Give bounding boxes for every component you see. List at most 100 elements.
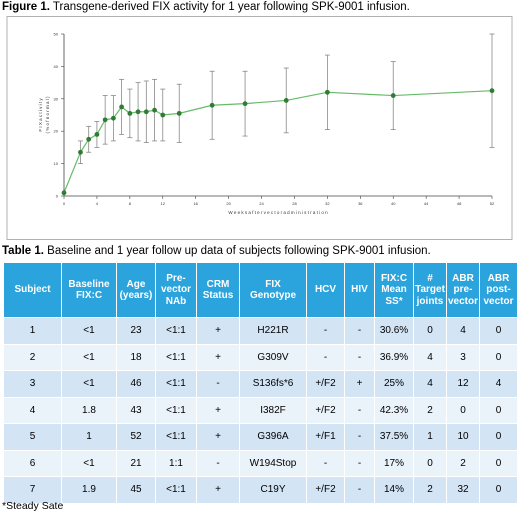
table-cell: - [306,449,345,477]
table-cell: - [344,317,375,345]
y-axis-label: F I X a c t i v i t y( % o f n o r m a l… [38,96,50,134]
data-point [489,88,495,94]
table-cell: S136fs*6 [239,370,307,398]
table-cell: +/F2 [306,370,345,398]
table-cell: 42.3% [374,396,414,424]
column-header: CRM Status [196,262,240,318]
data-point [110,115,116,121]
x-axis-label: W e e k s a f t e r v e c t o r a d m i … [228,210,328,215]
x-tick-label: 0 [63,201,66,206]
table-cell: W194Stop [239,449,307,477]
table-cell: 21 [116,449,156,477]
x-tick-label: 32 [325,201,330,206]
x-tick-label: 20 [226,201,231,206]
table-cell: 0 [446,396,480,424]
data-point [127,110,133,116]
table-cell: - [196,449,240,477]
data-point [324,89,330,95]
table-cell: 4 [446,317,480,345]
x-tick-label: 24 [259,201,264,206]
table-cell: 14% [374,476,414,504]
table-cell: 0 [479,423,518,451]
column-header: FIX Genotype [239,262,307,318]
table-header-row: Subject Baseline FIX:C Age (years) Pre-vect… [3,262,518,318]
y-tick-label: 30 [54,96,59,101]
data-point [102,117,108,123]
table-cell: + [196,343,240,371]
table-cell: 4 [413,370,447,398]
table-cell: 10 [446,423,480,451]
table-cell: 0 [479,476,518,504]
table-cell: 0 [479,317,518,345]
table-cell: 18 [116,343,156,371]
y-axis-label-line: F I X a c t i v i t y [38,98,43,132]
table-cell: + [196,396,240,424]
table-cell: 1 [61,423,117,451]
column-header: Subject [3,262,62,318]
table-cell: 2 [3,343,62,371]
table-cell: +/F2 [306,396,345,424]
table-cell: <1:1 [155,317,197,345]
table-cell: 52 [116,423,156,451]
table-cell: 0 [479,343,518,371]
table-cell: - [344,396,375,424]
column-header: Age (years) [116,262,156,318]
table-cell: - [344,343,375,371]
table-cell: <1:1 [155,476,197,504]
table-cell: <1 [61,317,117,345]
data-point [61,190,67,196]
table-cell: 0 [479,449,518,477]
table-cell: 36.9% [374,343,414,371]
x-tick-label: 36 [358,201,363,206]
column-header: FIX:C Mean SS* [374,262,414,318]
table-cell: 4 [3,396,62,424]
table-row: 7 1.9 45 <1:1 + C19Y +/F2-14% 2 32 0 [3,476,518,504]
table-cell: 3 [446,343,480,371]
x-tick-label: 16 [193,201,198,206]
table-cell: C19Y [239,476,307,504]
table-cell: <1:1 [155,396,197,424]
table-cell: G309V [239,343,307,371]
table-cell: + [196,423,240,451]
table-cell: <1 [61,370,117,398]
data-point [283,98,289,103]
x-tick-label: 40 [391,201,396,206]
table-cell: + [344,370,375,398]
column-header: # Target joints [413,262,447,318]
figure-label: Figure 1. [2,1,50,13]
table-cell: 45 [116,476,156,504]
data-point [119,104,125,110]
x-tick-label: 12 [161,201,166,206]
column-header: HCV [306,262,345,318]
x-tick-label: 48 [457,201,462,206]
data-point [86,136,92,142]
data-point [152,107,157,113]
table-cell: 2 [413,476,447,504]
table-cell: 0 [479,396,518,424]
table-cell: 1 [3,317,62,345]
data-point [143,109,149,115]
table-row: 4 1.8 43 <1:1 + I382F +/F2-42.3% 2 0 0 [3,396,518,424]
data-point [209,102,215,108]
table-cell: <1:1 [155,343,197,371]
table-cell: + [196,476,240,504]
column-header: HIV [344,262,375,318]
x-tick-label: 44 [424,201,429,206]
table-cell: 25% [374,370,414,398]
table-cell: 23 [116,317,156,345]
y-tick-label: 40 [54,64,59,69]
table-cell: 2 [446,449,480,477]
table-row: 5 1 52 <1:1 + G396A +/F1-37.5% 1 10 0 [3,423,518,451]
table-cell: 46 [116,370,156,398]
y-tick-label: 20 [54,129,59,134]
table-row: 1 <1 23 <1:1 + H221R - -30.6% 0 4 0 [3,317,518,345]
x-tick-label: 52 [490,201,495,206]
table-cell: 43 [116,396,156,424]
table-cell: I382F [239,396,307,424]
table-cell: 1.8 [61,396,117,424]
table-row: 3 <1 46 <1:1- S136fs*6 +/F2 +25% 4 12 4 [3,370,518,398]
data-point [160,112,166,118]
table-cell: <1 [61,343,117,371]
figure-caption-text: Transgene-derived FIX activity for 1 yea… [49,1,410,13]
